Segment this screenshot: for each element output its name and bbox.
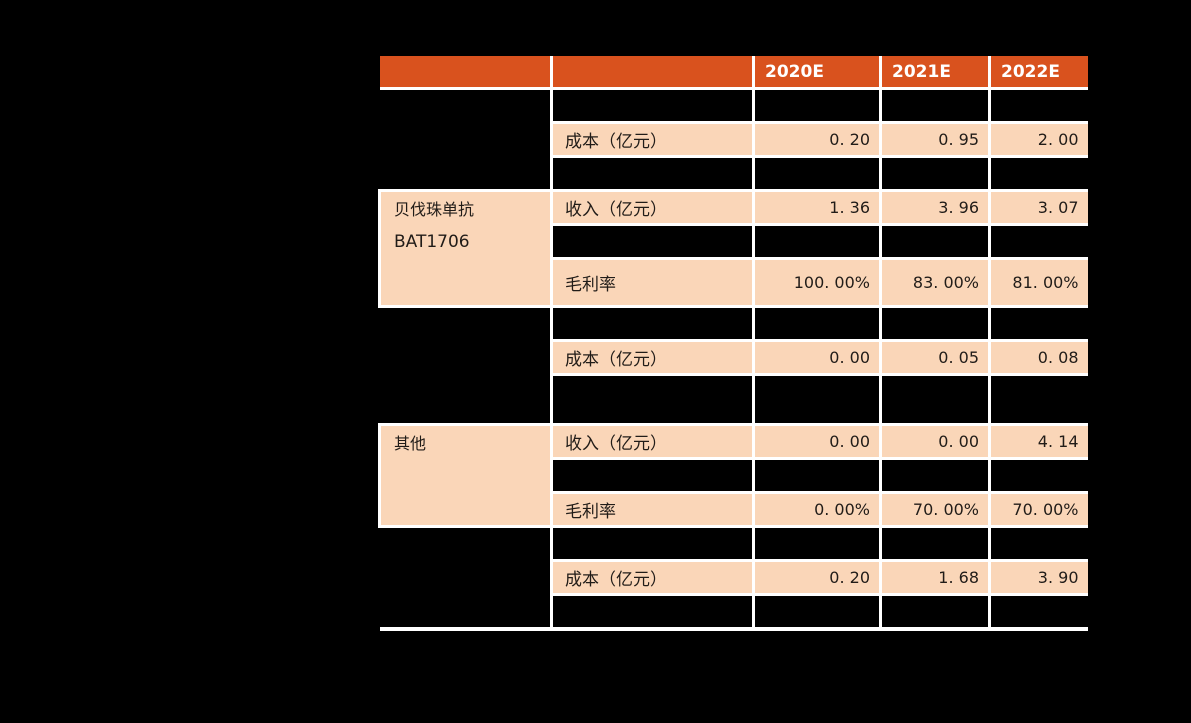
value-2021e: 0. 95 bbox=[879, 121, 991, 158]
value-2022e: 3. 07 bbox=[988, 189, 1088, 226]
product-name: 其他 bbox=[394, 436, 427, 453]
redacted-cell bbox=[550, 223, 755, 260]
redacted-cell bbox=[879, 155, 991, 192]
redacted-cell bbox=[752, 155, 882, 192]
header-year-2021e: 2021E bbox=[879, 56, 991, 90]
redacted-cell bbox=[988, 155, 1088, 192]
value-2020e: 0. 00% bbox=[752, 491, 882, 528]
header-product-column bbox=[379, 56, 553, 90]
header-row: 2020E 2021E 2022E bbox=[379, 56, 1088, 90]
metric-label-revenue: 收入（亿元） bbox=[550, 423, 755, 460]
redacted-cell bbox=[879, 525, 991, 562]
metric-label-cost: 成本（亿元） bbox=[550, 121, 755, 158]
redacted-cell bbox=[988, 87, 1088, 124]
table-row-gross-margin: 毛利率 0. 00% 70. 00% 70. 00% bbox=[380, 491, 1088, 528]
table-row bbox=[380, 593, 1088, 631]
value-2021e: 70. 00% bbox=[879, 491, 991, 528]
redacted-cell bbox=[988, 305, 1088, 342]
value-2021e: 83. 00% bbox=[879, 257, 991, 308]
redacted-cell bbox=[550, 305, 755, 342]
table-row bbox=[379, 525, 1088, 631]
redacted-cell bbox=[879, 305, 991, 342]
product-cell-redacted bbox=[379, 87, 553, 192]
financial-forecast-table: 2020E 2021E 2022E 成本（亿元） 0. 20 0. 95 2. … bbox=[378, 56, 1088, 631]
redacted-cell bbox=[879, 373, 991, 426]
redacted-cell bbox=[879, 87, 991, 124]
product-cell-bat1706: 贝伐珠单抗 BAT1706 bbox=[378, 189, 553, 308]
redacted-cell bbox=[988, 525, 1088, 562]
table-row bbox=[380, 223, 1088, 260]
value-2022e: 3. 90 bbox=[988, 559, 1088, 596]
table-row-revenue: 其他 收入（亿元） 0. 00 0. 00 4. 14 bbox=[378, 423, 1088, 528]
header-year-2022e: 2022E bbox=[988, 56, 1088, 90]
value-2022e: 0. 08 bbox=[988, 339, 1088, 376]
table-row-gross-margin: 毛利率 100. 00% 83. 00% 81. 00% bbox=[380, 257, 1088, 308]
redacted-cell bbox=[550, 525, 755, 562]
table-row-cost: 成本（亿元） 0. 20 0. 95 2. 00 bbox=[380, 121, 1088, 158]
value-2020e: 1. 36 bbox=[752, 189, 882, 226]
metric-label-cost: 成本（亿元） bbox=[550, 339, 755, 376]
redacted-cell bbox=[550, 87, 755, 124]
table-row-revenue: 贝伐珠单抗 BAT1706 收入（亿元） 1. 36 3. 96 3. 07 bbox=[378, 189, 1088, 308]
redacted-cell bbox=[879, 593, 991, 631]
redacted-cell bbox=[752, 457, 882, 494]
table-row bbox=[379, 305, 1088, 426]
redacted-cell bbox=[752, 593, 882, 631]
product-cell-other: 其他 bbox=[378, 423, 553, 528]
redacted-cell bbox=[879, 457, 991, 494]
value-2020e: 0. 00 bbox=[752, 423, 882, 460]
value-2020e: 0. 00 bbox=[752, 339, 882, 376]
header-year-2020e: 2020E bbox=[752, 56, 882, 90]
redacted-cell bbox=[752, 525, 882, 562]
product-cell-redacted bbox=[379, 525, 553, 631]
value-2021e: 3. 96 bbox=[879, 189, 991, 226]
product-name: 贝伐珠单抗 bbox=[394, 202, 475, 219]
value-2022e: 2. 00 bbox=[988, 121, 1088, 158]
redacted-cell bbox=[550, 593, 755, 631]
header-metric-column bbox=[550, 56, 755, 90]
value-2022e: 4. 14 bbox=[988, 423, 1088, 460]
product-code: BAT1706 bbox=[394, 232, 470, 252]
redacted-cell bbox=[988, 223, 1088, 260]
redacted-cell bbox=[988, 593, 1088, 631]
redacted-cell bbox=[550, 155, 755, 192]
table-row-cost: 成本（亿元） 0. 00 0. 05 0. 08 bbox=[380, 339, 1088, 376]
redacted-cell bbox=[550, 457, 755, 494]
table-row-cost: 成本（亿元） 0. 20 1. 68 3. 90 bbox=[380, 559, 1088, 596]
table-row bbox=[380, 457, 1088, 494]
metric-label-revenue: 收入（亿元） bbox=[550, 189, 755, 226]
value-2021e: 0. 00 bbox=[879, 423, 991, 460]
metric-label-gross-margin: 毛利率 bbox=[550, 257, 755, 308]
redacted-cell bbox=[752, 87, 882, 124]
table-row bbox=[380, 373, 1088, 426]
redacted-cell bbox=[752, 373, 882, 426]
value-2020e: 0. 20 bbox=[752, 559, 882, 596]
product-cell-redacted bbox=[379, 305, 553, 426]
redacted-cell bbox=[988, 373, 1088, 426]
value-2020e: 100. 00% bbox=[752, 257, 882, 308]
value-2020e: 0. 20 bbox=[752, 121, 882, 158]
value-2022e: 70. 00% bbox=[988, 491, 1088, 528]
redacted-cell bbox=[879, 223, 991, 260]
redacted-cell bbox=[550, 373, 755, 426]
value-2021e: 1. 68 bbox=[879, 559, 991, 596]
table-row bbox=[380, 155, 1088, 192]
redacted-cell bbox=[988, 457, 1088, 494]
redacted-cell bbox=[752, 223, 882, 260]
metric-label-gross-margin: 毛利率 bbox=[550, 491, 755, 528]
value-2022e: 81. 00% bbox=[988, 257, 1088, 308]
metric-label-cost: 成本（亿元） bbox=[550, 559, 755, 596]
redacted-cell bbox=[752, 305, 882, 342]
value-2021e: 0. 05 bbox=[879, 339, 991, 376]
table-row bbox=[379, 87, 1088, 192]
